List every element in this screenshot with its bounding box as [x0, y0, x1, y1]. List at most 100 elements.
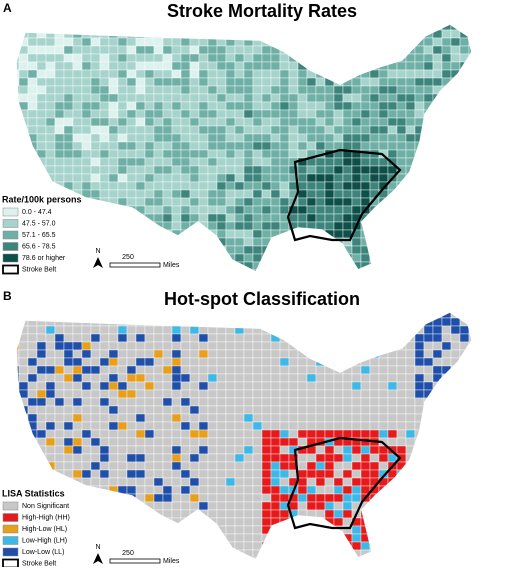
county — [324, 189, 335, 199]
county — [189, 317, 200, 327]
county — [414, 261, 425, 271]
county — [324, 333, 335, 343]
county — [297, 357, 308, 367]
county — [261, 317, 272, 327]
county — [279, 557, 290, 560]
county — [478, 462, 487, 470]
county — [81, 117, 92, 127]
county — [27, 85, 38, 95]
county — [414, 45, 425, 55]
county — [171, 24, 182, 31]
county — [432, 557, 443, 560]
county — [135, 365, 146, 375]
county — [72, 85, 83, 95]
county — [423, 525, 434, 535]
county — [252, 453, 263, 463]
county — [72, 365, 83, 375]
county — [180, 357, 191, 367]
county — [342, 485, 353, 495]
county — [27, 109, 38, 119]
county — [423, 477, 434, 487]
county — [306, 373, 317, 383]
county — [450, 109, 461, 119]
county — [432, 261, 443, 271]
county — [63, 389, 74, 399]
county — [63, 341, 74, 351]
county — [441, 157, 452, 167]
county — [180, 501, 191, 511]
county — [81, 389, 92, 399]
county — [27, 125, 38, 135]
county — [450, 189, 461, 199]
county — [378, 69, 389, 79]
county — [16, 445, 20, 455]
county — [207, 357, 218, 367]
county — [405, 221, 416, 231]
county — [243, 77, 254, 87]
county — [171, 61, 182, 71]
county — [297, 197, 308, 207]
county — [360, 373, 371, 383]
county — [459, 357, 470, 367]
county — [478, 542, 487, 550]
county — [288, 24, 299, 31]
county — [90, 357, 101, 367]
county — [243, 317, 254, 327]
county — [90, 405, 101, 415]
county — [459, 533, 470, 543]
county — [297, 101, 308, 111]
county — [432, 333, 443, 343]
county — [108, 189, 119, 199]
county — [378, 429, 389, 439]
county — [324, 357, 335, 367]
county — [270, 341, 281, 351]
county — [90, 525, 101, 535]
county — [252, 125, 263, 135]
county — [360, 341, 371, 351]
county — [252, 165, 263, 175]
county — [108, 45, 119, 55]
county — [153, 493, 164, 503]
county — [450, 469, 461, 479]
county — [162, 421, 173, 431]
county — [396, 205, 407, 215]
county — [288, 421, 299, 431]
county — [108, 165, 119, 175]
county — [369, 29, 380, 39]
county — [342, 397, 353, 407]
county — [297, 189, 308, 199]
county — [225, 437, 236, 447]
county — [27, 389, 38, 399]
county — [369, 93, 380, 103]
county — [270, 29, 281, 39]
county — [459, 541, 470, 551]
county — [468, 549, 472, 559]
county — [72, 101, 83, 111]
county — [108, 29, 119, 39]
county — [351, 429, 362, 439]
county — [387, 125, 398, 135]
county — [468, 149, 472, 159]
county — [306, 53, 317, 63]
county — [423, 509, 434, 519]
county — [478, 142, 487, 150]
county — [441, 413, 452, 423]
county — [72, 165, 83, 175]
county — [72, 325, 83, 335]
county — [135, 85, 146, 95]
county — [162, 45, 173, 55]
county — [81, 493, 92, 503]
county — [306, 477, 317, 487]
county — [306, 381, 317, 391]
county — [378, 413, 389, 423]
county — [261, 229, 272, 239]
county — [478, 398, 487, 406]
county — [189, 133, 200, 143]
county — [36, 101, 47, 111]
county — [378, 125, 389, 135]
county — [135, 325, 146, 335]
county — [279, 549, 290, 559]
county — [198, 501, 209, 511]
county — [324, 165, 335, 175]
county — [72, 213, 83, 223]
